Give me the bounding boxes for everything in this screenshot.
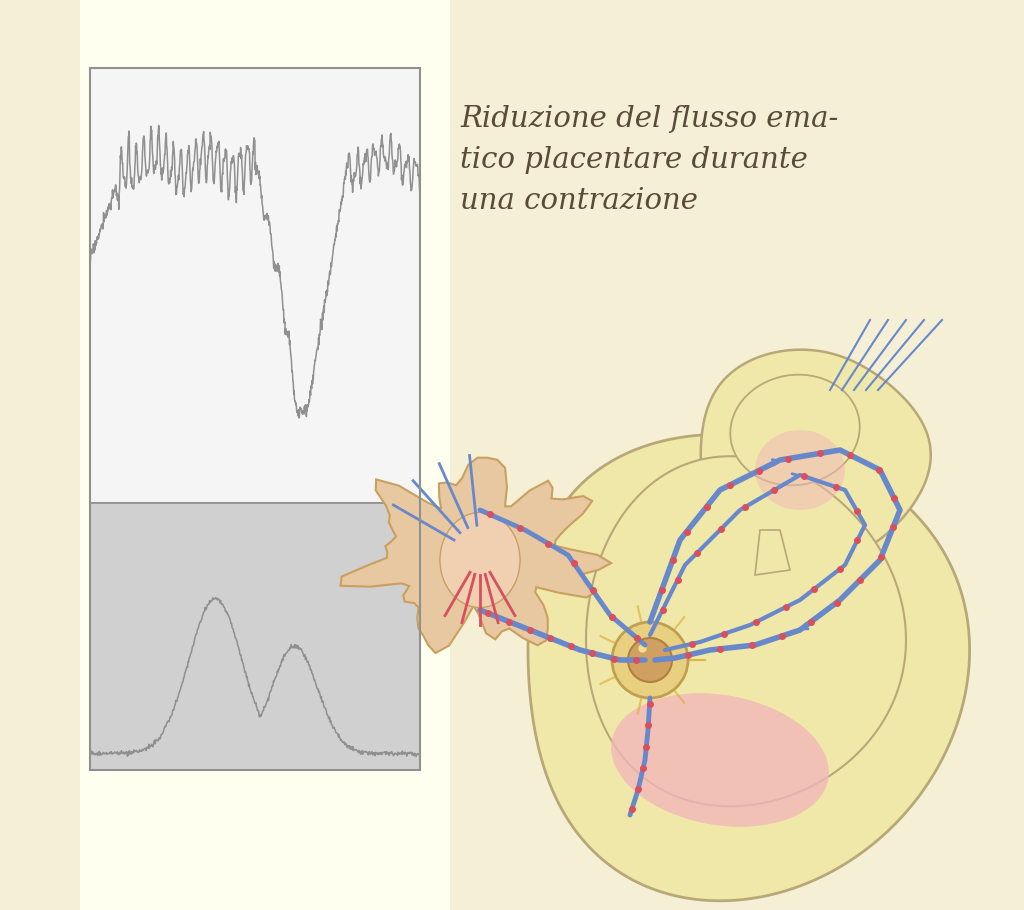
Polygon shape	[341, 458, 611, 653]
Ellipse shape	[730, 375, 860, 485]
Polygon shape	[586, 456, 906, 806]
Ellipse shape	[611, 693, 828, 827]
Bar	[90, 68, 420, 503]
Bar	[80, 0, 450, 910]
Ellipse shape	[755, 430, 845, 510]
Polygon shape	[755, 530, 790, 575]
Text: Riduzione del flusso ema-
tico placentare durante
una contrazione: Riduzione del flusso ema- tico placentar…	[460, 105, 839, 216]
Circle shape	[628, 638, 672, 682]
Polygon shape	[700, 349, 931, 561]
Ellipse shape	[440, 512, 520, 608]
Bar	[90, 503, 420, 770]
Polygon shape	[528, 434, 970, 901]
Circle shape	[612, 622, 688, 698]
Bar	[90, 68, 420, 770]
